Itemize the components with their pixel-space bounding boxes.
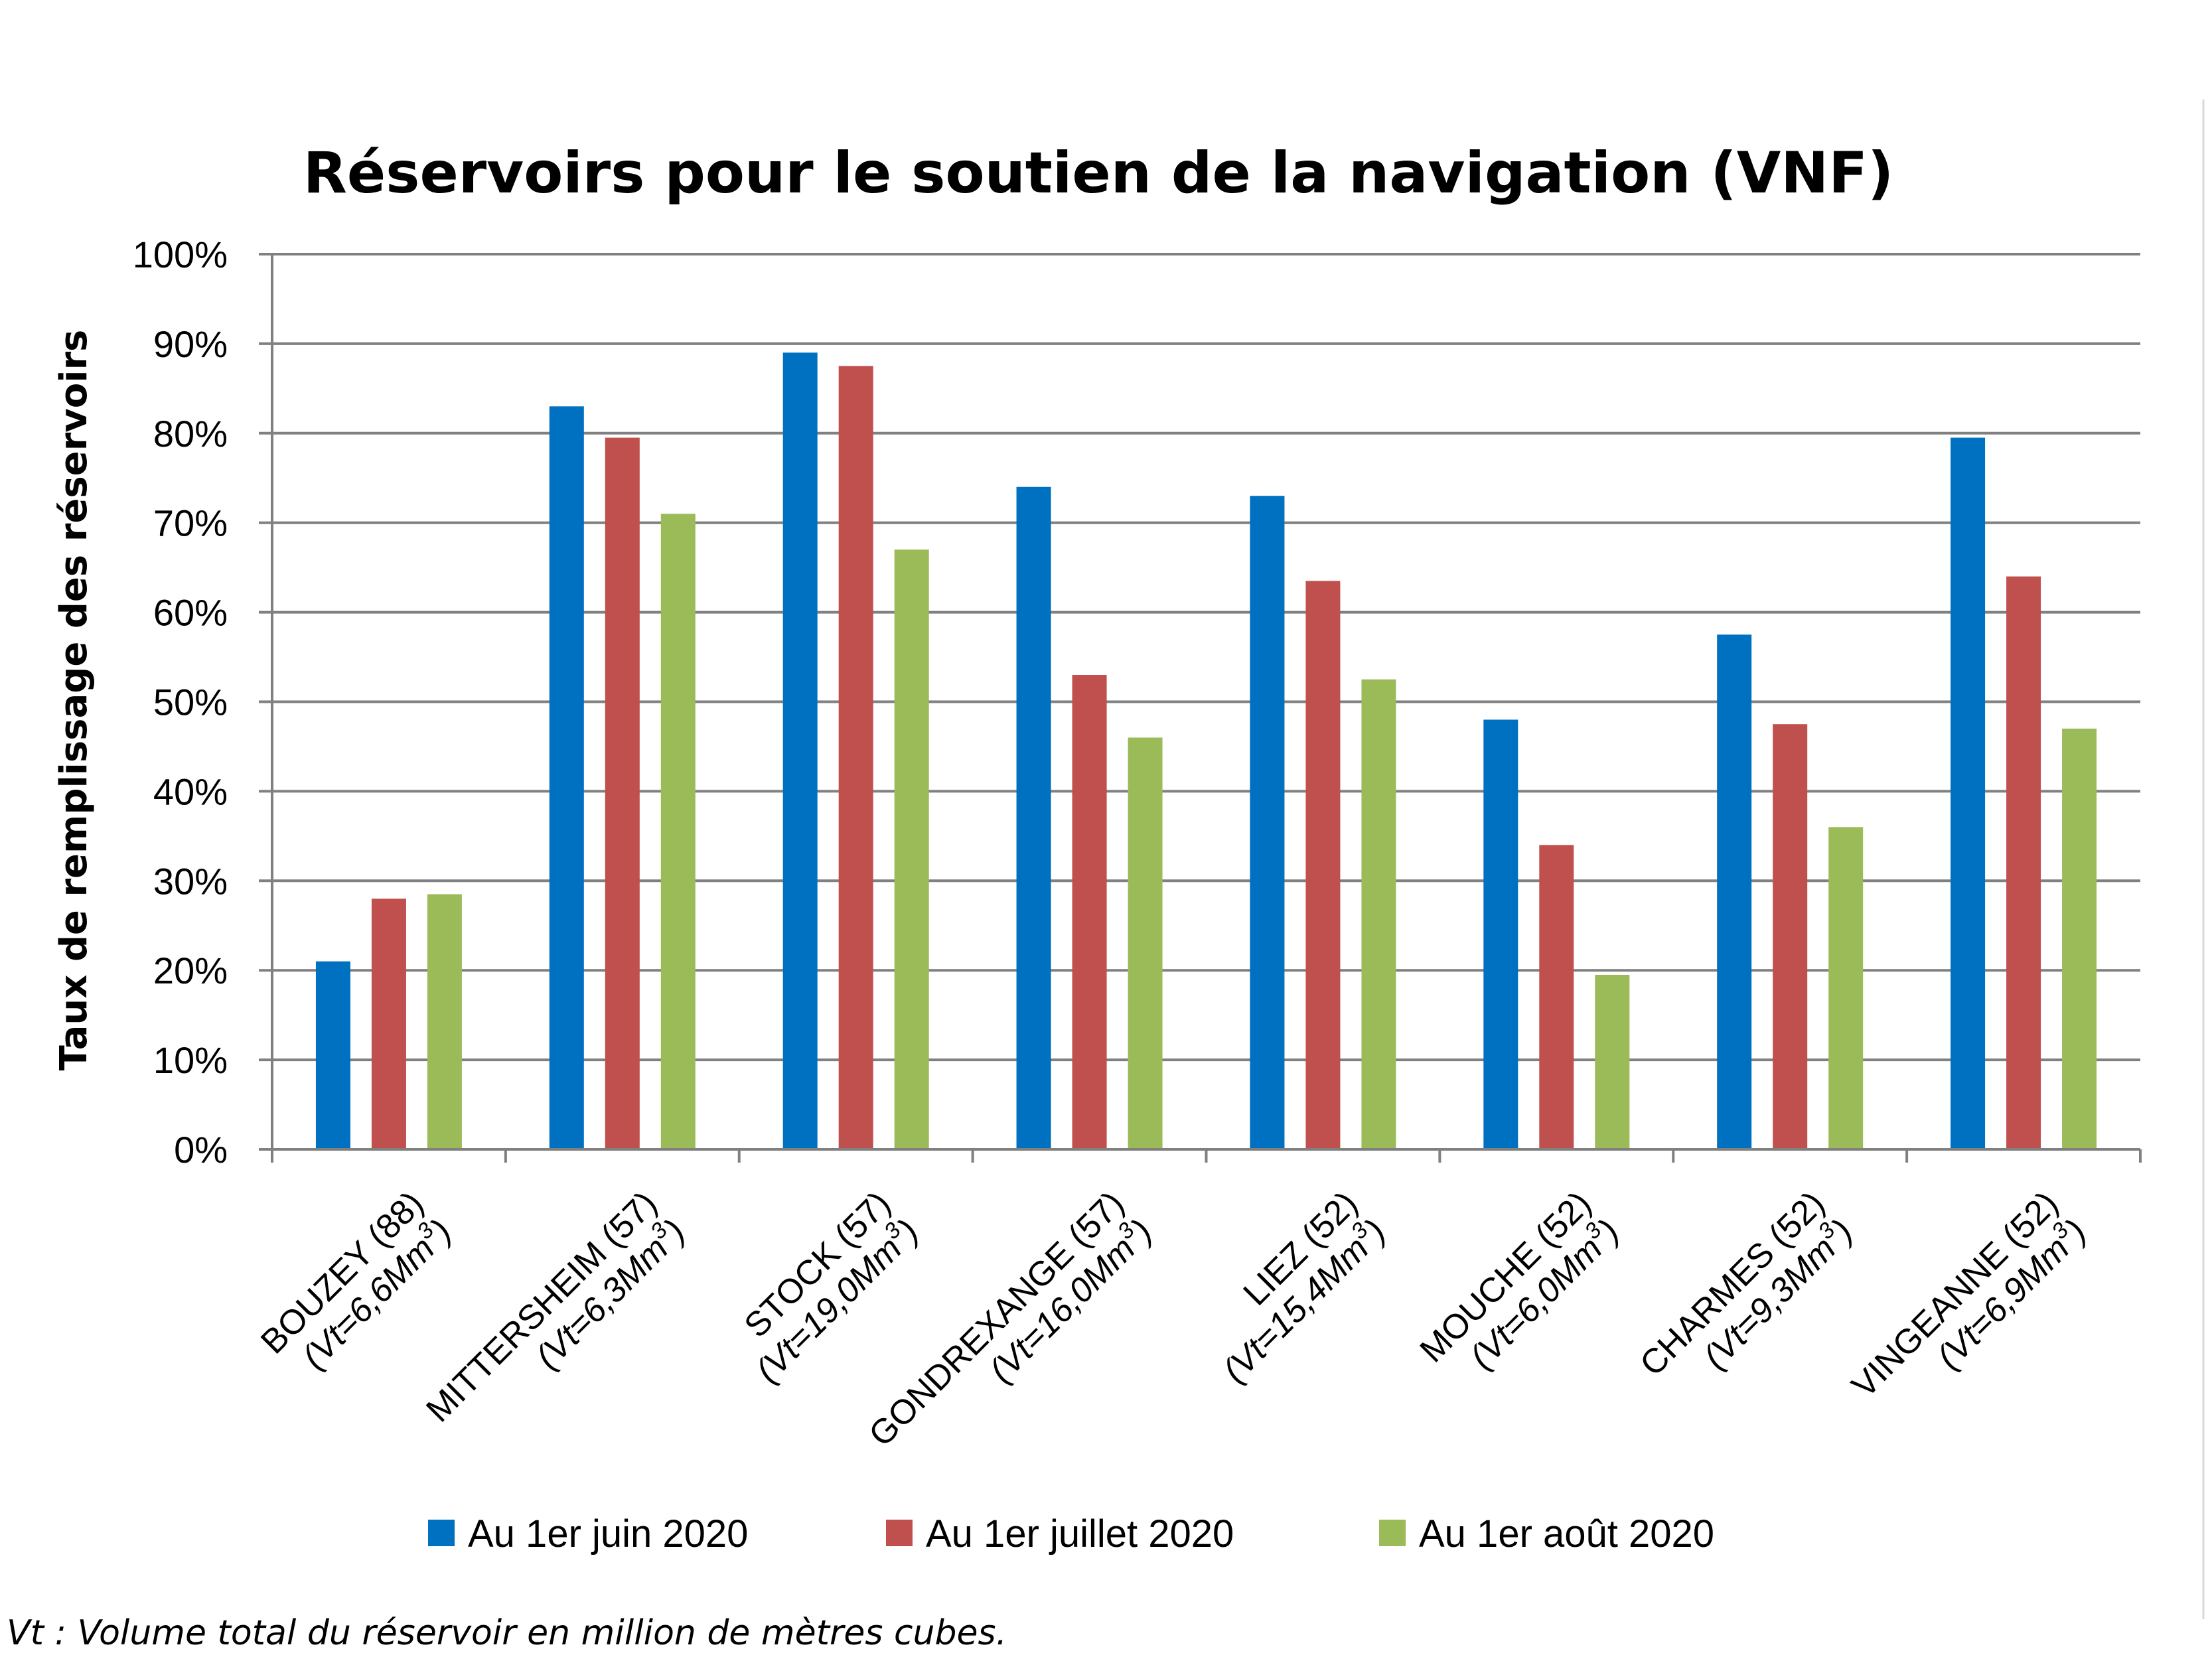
y-tick-label: 60% <box>153 592 228 634</box>
bar <box>1072 675 1107 1149</box>
y-tick-label: 100% <box>133 234 228 275</box>
bar <box>1828 827 1864 1149</box>
y-tick-label: 40% <box>153 770 228 812</box>
footnote: Vt : Volume total du réservoir en millio… <box>7 1613 1007 1653</box>
legend: Au 1er juin 2020 Au 1er juillet 2020 Au 1e… <box>428 1512 1714 1555</box>
y-tick-label: 30% <box>153 860 228 902</box>
category-label: LIEZ (52)(Vt=15,4Mm3) <box>1187 1184 1393 1390</box>
legend-swatch <box>886 1520 913 1546</box>
y-ticks: 0% 10% 20% 30% 40% 50% 60% 70% 80% 90% 100% <box>133 234 228 1171</box>
category-label: MOUCHE (52)(Vt=6,0Mm3) <box>1413 1184 1627 1398</box>
category-label: STOCK (57)(Vt=19,0Mm3) <box>720 1184 926 1390</box>
bar <box>427 894 462 1149</box>
bar <box>549 406 584 1149</box>
bar <box>1016 486 1051 1149</box>
bar <box>2006 576 2041 1149</box>
bar <box>1773 724 1808 1149</box>
y-tick-label: 10% <box>153 1039 228 1081</box>
category-label: MITTERSHEIM (57)(Vt=6,3Mm3) <box>419 1184 692 1457</box>
y-tick-label: 90% <box>153 323 228 365</box>
y-tick-label: 80% <box>153 413 228 455</box>
bars <box>315 352 2097 1150</box>
bar <box>1717 634 1752 1149</box>
bar <box>1250 496 1285 1149</box>
category-label: BOUZEY (88)(Vt=6,6Mm3) <box>254 1184 459 1390</box>
bar <box>315 961 350 1149</box>
legend-swatch <box>1379 1520 1406 1546</box>
x-axis <box>271 254 2142 1163</box>
y-tick-label: 0% <box>174 1129 228 1171</box>
bar <box>782 352 818 1149</box>
bar <box>1951 437 1986 1150</box>
bar <box>1483 719 1518 1149</box>
bar <box>371 899 406 1149</box>
legend-label: Au 1er juillet 2020 <box>926 1512 1234 1555</box>
category-label: VINGEANNE (52)(Vt=6,9Mm3) <box>1844 1184 2094 1433</box>
bar <box>1539 845 1574 1149</box>
y-tick-label: 70% <box>153 502 228 544</box>
category-label: CHARMES (52)(Vt=9,3Mm3) <box>1633 1184 1860 1411</box>
legend-label: Au 1er juin 2020 <box>468 1512 748 1555</box>
legend-label: Au 1er août 2020 <box>1419 1512 1714 1555</box>
y-axis-label: Taux de remplissage des réservoirs <box>52 330 96 1071</box>
chart-title: Réservoirs pour le soutien de la navigat… <box>303 140 1894 206</box>
category-name: MITTERSHEIM (57) <box>419 1184 664 1429</box>
bar <box>660 514 696 1149</box>
x-tick-labels: BOUZEY (88)(Vt=6,6Mm3)MITTERSHEIM (57)(V… <box>254 1184 2094 1457</box>
bar <box>1128 737 1163 1149</box>
bar <box>2062 728 2097 1149</box>
bar <box>1361 679 1396 1149</box>
y-tick-label: 50% <box>153 682 228 723</box>
bar <box>1305 581 1341 1149</box>
legend-swatch <box>428 1520 455 1546</box>
bar <box>838 366 873 1149</box>
bar <box>894 549 929 1149</box>
y-tick-label: 20% <box>153 950 228 991</box>
bar <box>1595 974 1630 1149</box>
bar <box>605 437 640 1150</box>
